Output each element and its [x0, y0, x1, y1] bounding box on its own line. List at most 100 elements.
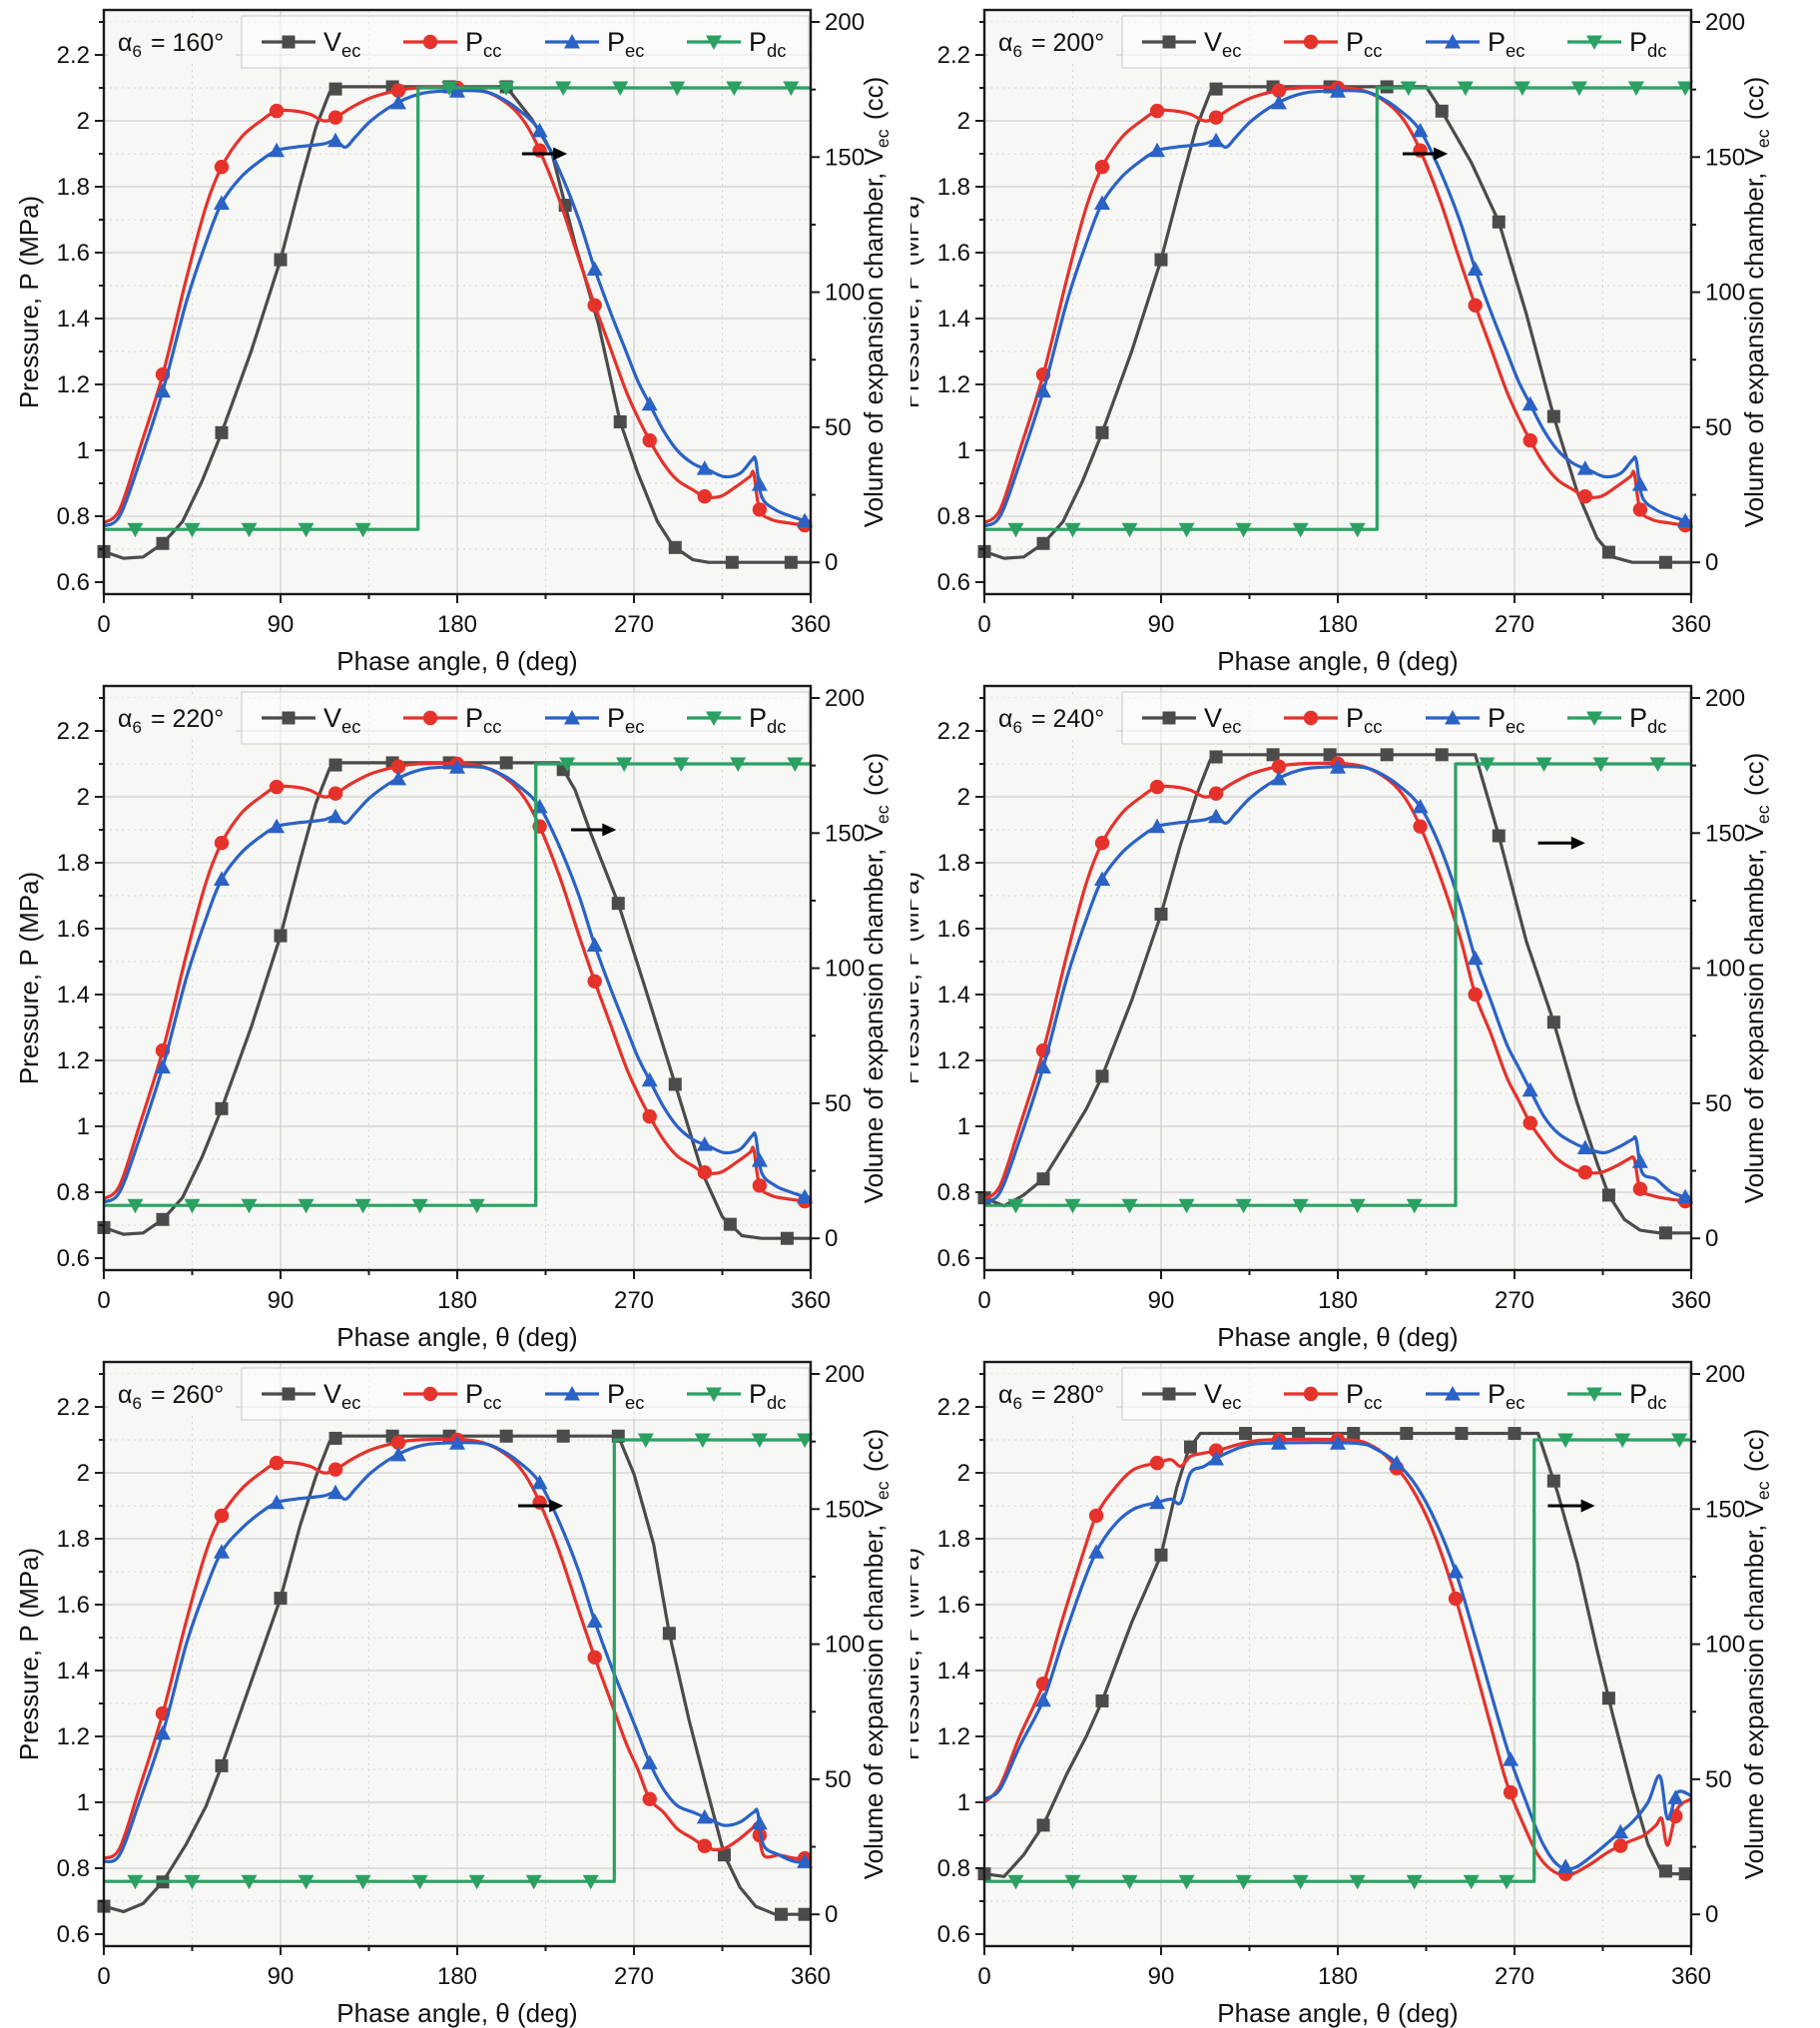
alpha-annotation: α6 = 260°	[108, 1374, 236, 1413]
y-left-tick-label: 1.6	[937, 1592, 970, 1619]
markers-V_ec	[977, 1427, 1692, 1881]
y-left-tick-label: 1	[957, 1113, 970, 1140]
axes: 0 90 180 270 360 0.6 0.8 1 1.2 1.4 1.6 1.8 2 2.2 0 50 10…	[910, 685, 1773, 1352]
x-tick-label: 180	[437, 1963, 477, 1990]
legend-label-P_dc: Pdc	[1629, 1379, 1669, 1413]
y-left-tick-label: 0.6	[937, 569, 970, 596]
markers-P_dc	[1007, 757, 1666, 1214]
series-P_cc	[102, 85, 812, 528]
series-P_ec	[983, 765, 1692, 1204]
markers-P_dc	[127, 81, 800, 538]
markers-P_dc	[1007, 1433, 1688, 1890]
legend-label-P_ec: Pec	[1488, 1379, 1527, 1413]
axes: 0 90 180 270 360 0.6 0.8 1 1.2 1.4 1.6 1.8 2 2.2 0 50 10…	[910, 1361, 1773, 2028]
x-tick-label: 0	[977, 611, 990, 638]
y-left-tick-label: 1.8	[937, 850, 970, 877]
y-right-tick-label: 200	[1705, 9, 1745, 36]
svg-text:α6 = 260°: α6 = 260°	[118, 1381, 224, 1413]
y-right-tick-label: 200	[825, 1361, 865, 1388]
y-right-tick-label: 150	[1705, 144, 1745, 171]
series-P_cc	[982, 761, 1692, 1204]
series-P_ec	[983, 1441, 1692, 1871]
x-tick-label: 90	[1148, 1287, 1175, 1314]
series-P_ec	[103, 765, 812, 1204]
markers-V_ec	[977, 80, 1672, 569]
x-axis-title: Phase angle, θ (deg)	[336, 1998, 577, 2028]
x-tick-label: 0	[977, 1287, 990, 1314]
markers-V_ec	[977, 748, 1672, 1240]
chart-panel-alpha-240: Vec Pcc Pec Pdc α6 = 240° 0 90 180 270 360 0.6…	[910, 676, 1820, 1352]
legend-label-V_ec: Vec	[323, 1379, 363, 1413]
series-P_cc	[982, 85, 1692, 528]
y-right-tick-label: 200	[825, 9, 865, 36]
axes: 0 90 180 270 360 0.6 0.8 1 1.2 1.4 1.6 1.8 2 2.2 0 50 10…	[14, 9, 893, 676]
plot-svg-alpha-280: Vec Pcc Pec Pdc α6 = 280° 0 90 180 270 360 0.6…	[910, 1360, 1773, 2028]
y-right-tick-label: 0	[825, 1901, 838, 1928]
y-right-tick-label: 0	[1705, 549, 1718, 576]
alpha-annotation: α6 = 240°	[988, 698, 1116, 737]
x-axis-title: Phase angle, θ (deg)	[336, 1322, 577, 1352]
legend-label-P_cc: Pcc	[465, 703, 504, 737]
series-P_dc	[984, 1438, 1691, 1883]
legend-label-P_dc: Pdc	[749, 27, 789, 61]
y-left-axis-title: Pressure, P (MPa)	[910, 872, 924, 1084]
series-P_cc	[102, 761, 812, 1204]
svg-text:α6 = 200°: α6 = 200°	[998, 29, 1104, 61]
y-left-tick-label: 0.8	[937, 1179, 970, 1206]
markers-P_ec	[1035, 83, 1694, 528]
y-left-tick-label: 1	[77, 1789, 90, 1816]
markers-P_dc	[127, 757, 804, 1214]
axes: 0 90 180 270 360 0.6 0.8 1 1.2 1.4 1.6 1.8 2 2.2 0 50 10…	[910, 9, 1773, 676]
legend-label-P_ec: Pec	[607, 1379, 647, 1413]
legend-label-P_cc: Pcc	[1346, 703, 1385, 737]
x-tick-label: 270	[614, 1287, 654, 1314]
y-left-tick-label: 1.4	[937, 1658, 970, 1685]
y-left-tick-label: 0.6	[937, 1245, 970, 1272]
y-left-tick-label: 2	[957, 108, 970, 135]
x-tick-label: 270	[1495, 1287, 1534, 1314]
y-left-tick-label: 0.8	[937, 1855, 970, 1882]
y-right-tick-label: 50	[825, 1766, 852, 1793]
svg-text:α6 = 240°: α6 = 240°	[998, 705, 1104, 737]
svg-text:α6 = 220°: α6 = 220°	[118, 705, 224, 737]
svg-text:α6 = 160°: α6 = 160°	[118, 29, 224, 61]
y-right-axis-title: Volume of expansion chamber, Vec (cc)	[859, 77, 893, 528]
plot-area: Vec Pcc Pec Pdc α6 = 200°	[977, 8, 1694, 596]
y-left-tick-label: 1.4	[57, 982, 90, 1009]
y-left-tick-label: 1	[957, 437, 970, 464]
x-tick-label: 0	[97, 1287, 110, 1314]
y-left-axis-title: Pressure, P (MPa)	[14, 872, 44, 1084]
markers-P_ec	[1035, 1435, 1684, 1873]
x-tick-label: 360	[1671, 1963, 1711, 1990]
y-right-tick-label: 0	[825, 1225, 838, 1252]
y-left-axis-title: Pressure, P (MPa)	[14, 196, 44, 408]
y-right-tick-label: 150	[1705, 1496, 1745, 1523]
y-left-tick-label: 0.6	[937, 1921, 970, 1948]
y-right-axis-title: Volume of expansion chamber, Vec (cc)	[1739, 77, 1773, 528]
plot-svg-alpha-160: Vec Pcc Pec Pdc α6 = 160° 0 90 180 270 360 0.6…	[14, 8, 893, 676]
markers-P_dc	[127, 1433, 814, 1890]
series-P_dc	[984, 762, 1691, 1207]
y-left-axis-title: Pressure, P (MPa)	[910, 1548, 924, 1760]
y-left-tick-label: 2	[77, 784, 90, 811]
legend-label-P_dc: Pdc	[749, 703, 789, 737]
legend-label-V_ec: Vec	[1204, 703, 1244, 737]
y-left-tick-label: 0.8	[57, 1179, 90, 1206]
plot-svg-alpha-240: Vec Pcc Pec Pdc α6 = 240° 0 90 180 270 360 0.6…	[910, 684, 1773, 1352]
legend-label-P_ec: Pec	[607, 27, 647, 61]
x-axis-title: Phase angle, θ (deg)	[1217, 646, 1458, 676]
y-right-axis-title: Volume of expansion chamber, Vec (cc)	[859, 1429, 893, 1880]
markers-P_cc	[1035, 756, 1693, 1209]
x-tick-label: 270	[614, 1963, 654, 1990]
y-left-tick-label: 1.2	[937, 371, 970, 398]
y-left-tick-label: 2.2	[57, 1394, 90, 1421]
y-left-tick-label: 1.8	[937, 174, 970, 201]
legend-label-P_dc: Pdc	[749, 1379, 789, 1413]
y-left-tick-label: 2	[957, 1460, 970, 1487]
legend: Vec Pcc Pec Pdc	[241, 691, 810, 745]
y-right-tick-label: 150	[825, 1496, 865, 1523]
y-left-tick-label: 1.4	[57, 1658, 90, 1685]
y-left-tick-label: 1.6	[57, 916, 90, 943]
y-right-tick-label: 50	[825, 414, 852, 441]
